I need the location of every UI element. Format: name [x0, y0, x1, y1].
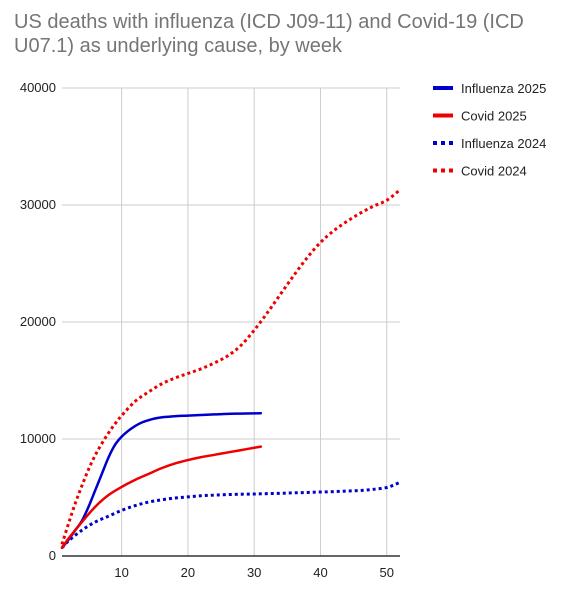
legend-label: Influenza 2024 — [461, 136, 546, 151]
y-tick-label: 30000 — [20, 197, 56, 212]
plot-series — [60, 188, 401, 550]
x-tick-label: 50 — [380, 565, 394, 580]
series-line-influenza-2025 — [60, 412, 263, 550]
x-tick-label: 20 — [181, 565, 195, 580]
x-tick-label: 30 — [247, 565, 261, 580]
legend: Influenza 2025 Covid 2025 Influenza 2024 Co… — [433, 81, 546, 179]
legend-label: Influenza 2025 — [461, 81, 546, 96]
series-line-covid-2024 — [60, 188, 401, 545]
chart-title: US deaths with influenza (ICD J09-11) an… — [14, 11, 524, 57]
y-tick-label: 10000 — [20, 431, 56, 446]
x-tick-label: 40 — [313, 565, 327, 580]
series-line-covid-2025 — [60, 445, 263, 550]
grid-lines — [62, 87, 400, 556]
x-tick-label: 10 — [114, 565, 128, 580]
axes: 0 10000 20000 30000 40000 10 20 30 40 50 — [20, 80, 400, 580]
legend-label: Covid 2024 — [461, 164, 527, 179]
y-tick-label: 20000 — [20, 314, 56, 329]
y-tick-label: 40000 — [20, 80, 56, 95]
y-tick-label: 0 — [49, 548, 56, 563]
legend-label: Covid 2025 — [461, 109, 527, 124]
